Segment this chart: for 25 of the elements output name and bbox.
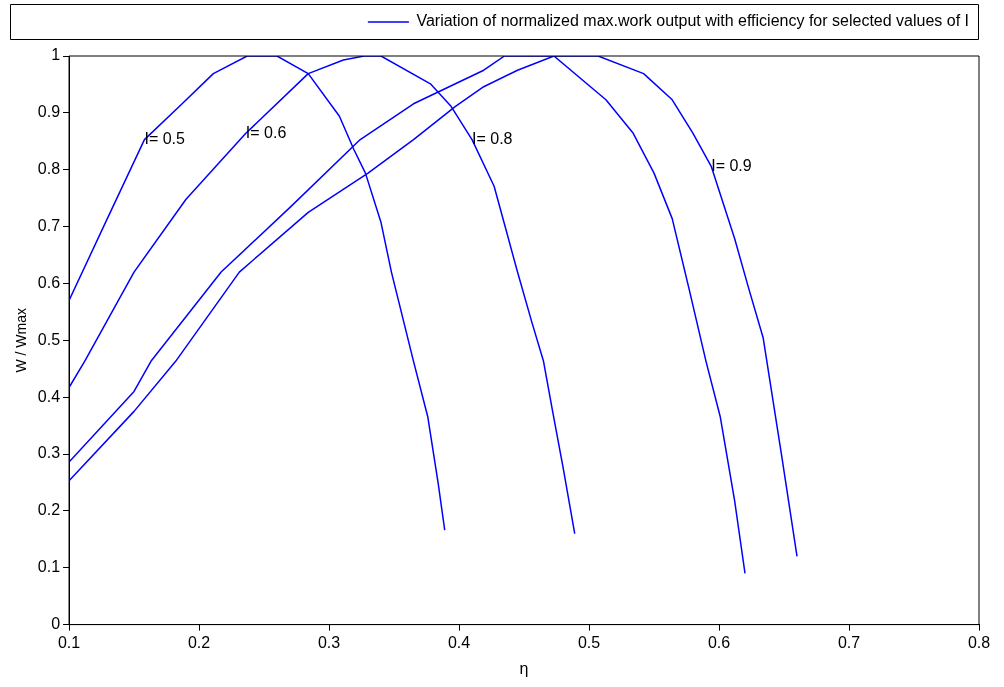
- x-tick-label: 0.2: [187, 633, 211, 651]
- y-tick-label: 0.3: [37, 444, 61, 462]
- y-tick-label: 0: [51, 615, 61, 633]
- legend-label: Variation of normalized max.work output with efficiency for selected values of I: [416, 12, 969, 30]
- y-tick-label: 1: [51, 46, 61, 64]
- y-tick-label: 0.1: [37, 558, 61, 576]
- y-tick-label: 0.7: [37, 216, 61, 234]
- y-tick-label: 0.8: [37, 160, 61, 178]
- annotation: I= 0.8: [472, 129, 513, 147]
- y-tick-label: 0.9: [37, 103, 61, 121]
- y-tick-label: 0.4: [37, 387, 61, 405]
- x-tick-label: 0.4: [447, 633, 471, 651]
- y-tick-label: 0.5: [37, 330, 61, 348]
- x-tick-label: 0.5: [577, 633, 601, 651]
- x-axis-title: η: [519, 659, 529, 677]
- x-tick-label: 0.8: [967, 633, 991, 651]
- y-tick-label: 0.6: [37, 273, 61, 291]
- x-tick-label: 0.7: [837, 633, 861, 651]
- x-tick-label: 0.6: [707, 633, 731, 651]
- x-tick-label: 0.3: [317, 633, 341, 651]
- annotation: I= 0.6: [245, 123, 287, 141]
- y-tick-label: 0.2: [37, 501, 61, 519]
- y-axis-title: W / Wmax: [13, 308, 30, 373]
- annotation: I= 0.9: [711, 156, 752, 174]
- annotation: I= 0.5: [144, 129, 186, 147]
